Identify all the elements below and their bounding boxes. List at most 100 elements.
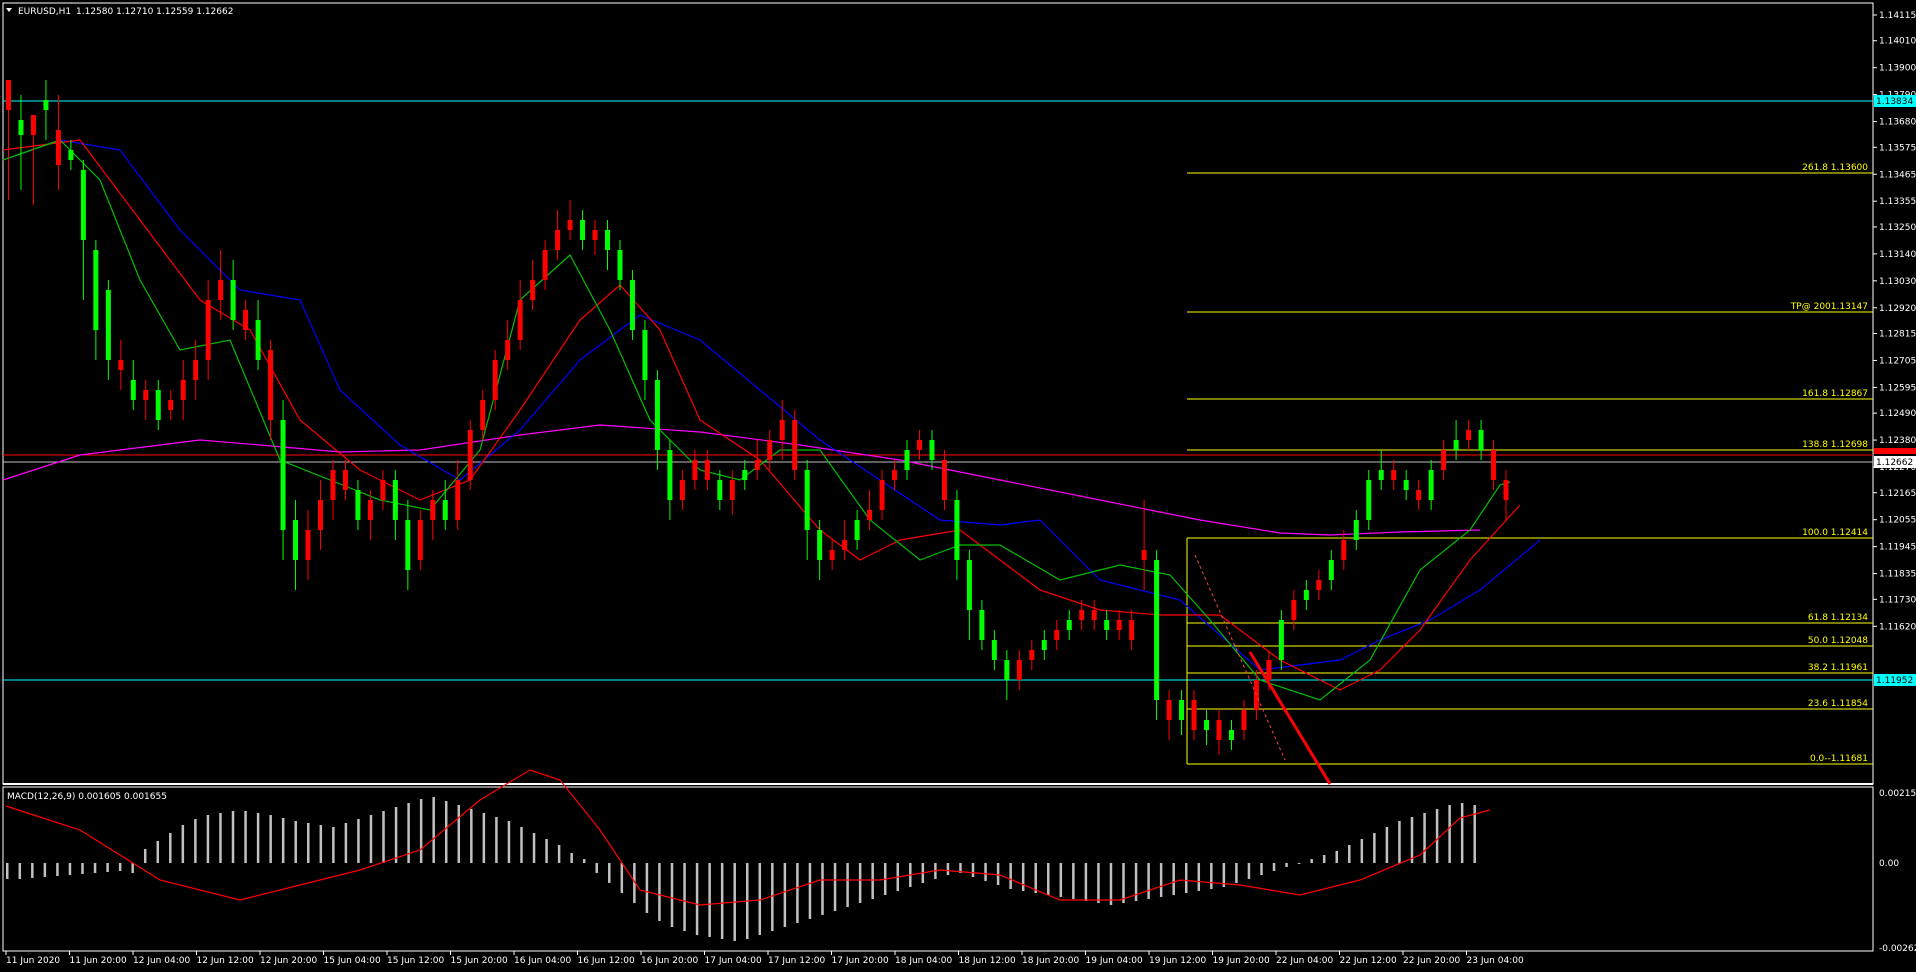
candle-body [492, 360, 498, 400]
macd-histogram-bar [595, 863, 598, 873]
main-chart-panel[interactable] [2, 2, 1874, 785]
time-label: 11 Jun 20:00 [70, 956, 127, 966]
price-label: 1.13680 [1879, 118, 1916, 128]
candle-body [1141, 550, 1147, 560]
macd-histogram-bar [1210, 863, 1213, 889]
macd-histogram-bar [1097, 863, 1100, 903]
fib-level-label: 138.8 1.12698 [1802, 440, 1868, 450]
time-label: 11 Jun 2020 [6, 956, 60, 966]
macd-scale-label: 0.002152 [1879, 789, 1916, 799]
macd-histogram-bar [1385, 827, 1389, 863]
candle-body [605, 230, 611, 250]
candle-body [1091, 610, 1097, 620]
macd-histogram-bar [106, 863, 109, 872]
macd-histogram-bar [206, 815, 210, 863]
candle-body [804, 470, 810, 530]
candle-body [517, 300, 523, 340]
macd-histogram-bar [357, 819, 360, 863]
price-label: 1.12055 [1879, 516, 1916, 526]
time-label: 18 Jun 20:00 [1022, 956, 1079, 966]
fib-level-label: 23.6 1.11854 [1808, 699, 1868, 709]
macd-histogram-bar [156, 841, 160, 863]
ohlc-values: 1.12580 1.12710 1.12559 1.12662 [76, 7, 233, 17]
time-label: 19 Jun 12:00 [1149, 956, 1206, 966]
time-label: 16 Jun 04:00 [514, 956, 571, 966]
macd-histogram-bar [1473, 805, 1476, 863]
candle-body [18, 120, 24, 135]
price-label: 1.14115 [1879, 11, 1916, 21]
macd-histogram-bar [620, 863, 624, 893]
macd-histogram-bar [1235, 863, 1238, 883]
candle-body [1391, 470, 1397, 480]
macd-histogram-bar [1322, 855, 1326, 863]
red-price-tag [1874, 448, 1916, 454]
candle-body [68, 150, 74, 160]
time-label: 16 Jun 20:00 [641, 956, 698, 966]
candle-body [380, 480, 386, 500]
macd-histogram-bar [407, 803, 410, 863]
macd-histogram-bar [81, 863, 84, 874]
time-label: 15 Jun 12:00 [387, 956, 444, 966]
candle-body [1491, 450, 1497, 480]
macd-panel[interactable] [2, 786, 1874, 952]
macd-histogram-bar [470, 809, 473, 863]
macd-histogram-bar [1034, 863, 1037, 893]
trend-line-dashed [1194, 554, 1286, 761]
macd-histogram-bar [1297, 863, 1301, 864]
macd-histogram-bar [181, 825, 185, 863]
time-label: 12 Jun 12:00 [197, 956, 254, 966]
macd-histogram-bar [608, 863, 611, 883]
candle-body [991, 640, 997, 660]
macd-histogram-bar [143, 849, 147, 863]
candle-body [330, 470, 336, 500]
macd-histogram-bar [557, 845, 561, 863]
candle-body [817, 530, 823, 560]
macd-histogram-bar [1147, 863, 1150, 899]
candle-body [842, 540, 848, 550]
macd-histogram-bar [394, 807, 398, 863]
macd-histogram-bar [1260, 863, 1263, 875]
time-label: 15 Jun 20:00 [451, 956, 508, 966]
candle-body [430, 500, 436, 520]
candle-body [1004, 660, 1010, 680]
macd-histogram-bar [1423, 813, 1426, 863]
candle-body [367, 500, 373, 520]
candle-body [255, 320, 261, 360]
macd-histogram-bar [1159, 863, 1163, 897]
candle-body [617, 250, 623, 280]
time-label: 23 Jun 04:00 [1467, 956, 1524, 966]
candle-body [592, 230, 598, 240]
macd-histogram-bar [269, 815, 272, 863]
macd-histogram-bar [971, 863, 975, 877]
candle-body [1428, 470, 1434, 500]
candle-body [667, 450, 673, 500]
triangle-down-icon[interactable] [6, 8, 12, 12]
macd-histogram-bar [169, 833, 172, 863]
macd-histogram-bar [1335, 851, 1338, 863]
macd-histogram-bar [670, 863, 674, 927]
macd-histogram-bar [444, 801, 448, 863]
price-label: 1.11835 [1879, 570, 1916, 580]
macd-histogram-bar [1247, 863, 1251, 879]
candle-body [742, 470, 748, 480]
price-label: 1.12270 [1879, 463, 1916, 473]
candle-body [93, 250, 99, 330]
candle-body [1353, 520, 1359, 540]
candle-body [1228, 730, 1234, 740]
macd-histogram-bar [419, 799, 423, 863]
candle-body [355, 490, 361, 520]
price-label: 1.13465 [1879, 170, 1916, 180]
time-label: 19 Jun 20:00 [1213, 956, 1270, 966]
candle-body [1503, 480, 1509, 500]
macd-histogram-bar [871, 863, 874, 899]
macd-histogram-bar [43, 863, 47, 877]
time-label: 17 Jun 04:00 [705, 956, 762, 966]
candle-body [405, 520, 411, 570]
macd-histogram-bar [1172, 863, 1175, 895]
candle-body [180, 380, 186, 400]
time-label: 18 Jun 04:00 [895, 956, 952, 966]
candle-body [280, 420, 286, 530]
candle-body [1104, 620, 1110, 630]
price-label: 1.12595 [1879, 383, 1916, 393]
